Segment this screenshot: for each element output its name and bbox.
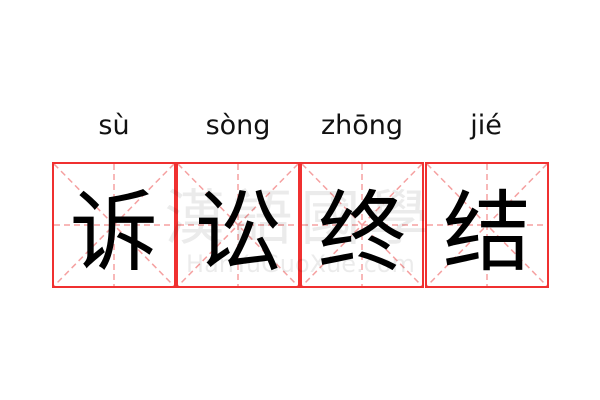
guide-lines xyxy=(302,164,422,286)
guide-lines xyxy=(427,164,547,286)
character: 诉 xyxy=(69,180,158,284)
pinyin-4: jié xyxy=(470,110,502,141)
character: 终 xyxy=(317,180,406,284)
pinyin-1: sù xyxy=(98,110,130,141)
char-cell-1: 诉 xyxy=(52,162,176,288)
char-cell-2: 讼 xyxy=(176,162,300,288)
char-cell-3: 终 xyxy=(300,162,424,288)
pinyin-3: zhōng xyxy=(320,110,404,141)
character: 结 xyxy=(442,180,531,284)
character-grid: 诉 讼 终 结 xyxy=(52,162,549,288)
character: 讼 xyxy=(193,180,282,284)
char-cell-4: 结 xyxy=(425,162,549,288)
guide-lines xyxy=(178,164,298,286)
guide-lines xyxy=(54,164,174,286)
pinyin-2: sòng xyxy=(205,110,271,141)
